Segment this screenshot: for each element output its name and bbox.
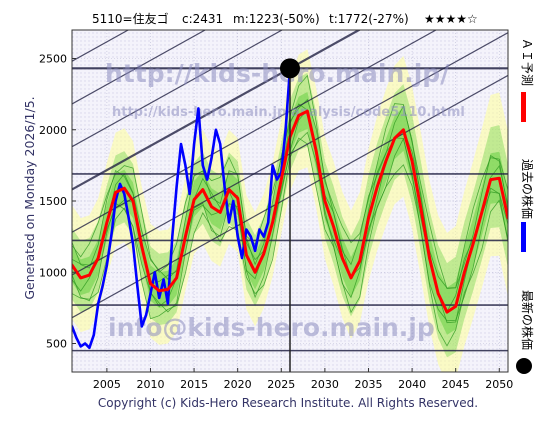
legend: ＡＩ予測 過去の株価 最新の株価 [516, 38, 535, 374]
past-price-line [72, 67, 292, 350]
legend-ai-swatch [521, 92, 526, 122]
x-tick-label: 2015 [180, 378, 208, 391]
mid-forecast-band [72, 72, 508, 358]
legend-latest-label: 最新の株価 [520, 290, 535, 350]
mid-price-label: m:1223(-50%) [233, 12, 320, 26]
x-tick-label: 2020 [224, 378, 252, 391]
latest-price-marker [280, 58, 300, 79]
x-axis-ticks: 2005 2010 2015 2020 2025 2030 2035 2040 2045 2050 [93, 368, 513, 391]
ticker-label: 5110=住友ゴ [92, 11, 169, 26]
x-tick-label: 2035 [354, 378, 382, 391]
x-tick-label: 2010 [136, 378, 164, 391]
inner-forecast-band [72, 92, 508, 335]
y-tick-label: 500 [46, 338, 67, 351]
current-price-label: c:2431 [182, 12, 223, 26]
y-tick-label: 1000 [39, 266, 67, 279]
x-tick-label: 2005 [93, 378, 121, 391]
y-tick-label: 2500 [39, 53, 67, 66]
legend-past-swatch [521, 222, 526, 252]
outer-forecast-band [72, 49, 508, 372]
x-tick-label: 2045 [442, 378, 470, 391]
y-axis-ticks: 500 1000 1500 2000 2500 [39, 53, 76, 351]
rating-stars: ★★★★☆ [424, 12, 478, 26]
legend-latest-dot [516, 358, 532, 374]
legend-ai-label: ＡＩ予測 [520, 38, 534, 86]
watermark-email: info@kids-hero.main.jp [108, 313, 435, 342]
target-price-label: t:1772(-27%) [329, 12, 409, 26]
x-tick-label: 2040 [398, 378, 426, 391]
channel-line [72, 30, 284, 148]
x-tick-label: 2030 [311, 378, 339, 391]
copyright-footer: Copyright (c) Kids-Hero Research Institu… [98, 396, 478, 410]
y-tick-label: 1500 [39, 195, 67, 208]
y-tick-label: 2000 [39, 124, 67, 137]
generated-date-label: Generated on Monday 2026/1/5. [22, 96, 37, 299]
legend-past-label: 過去の株価 [520, 159, 535, 219]
channel-line [72, 30, 207, 105]
x-tick-label: 2025 [267, 378, 295, 391]
watermark-url: http://kids-hero.main.jp/ [105, 59, 450, 88]
x-tick-label: 2050 [485, 378, 513, 391]
